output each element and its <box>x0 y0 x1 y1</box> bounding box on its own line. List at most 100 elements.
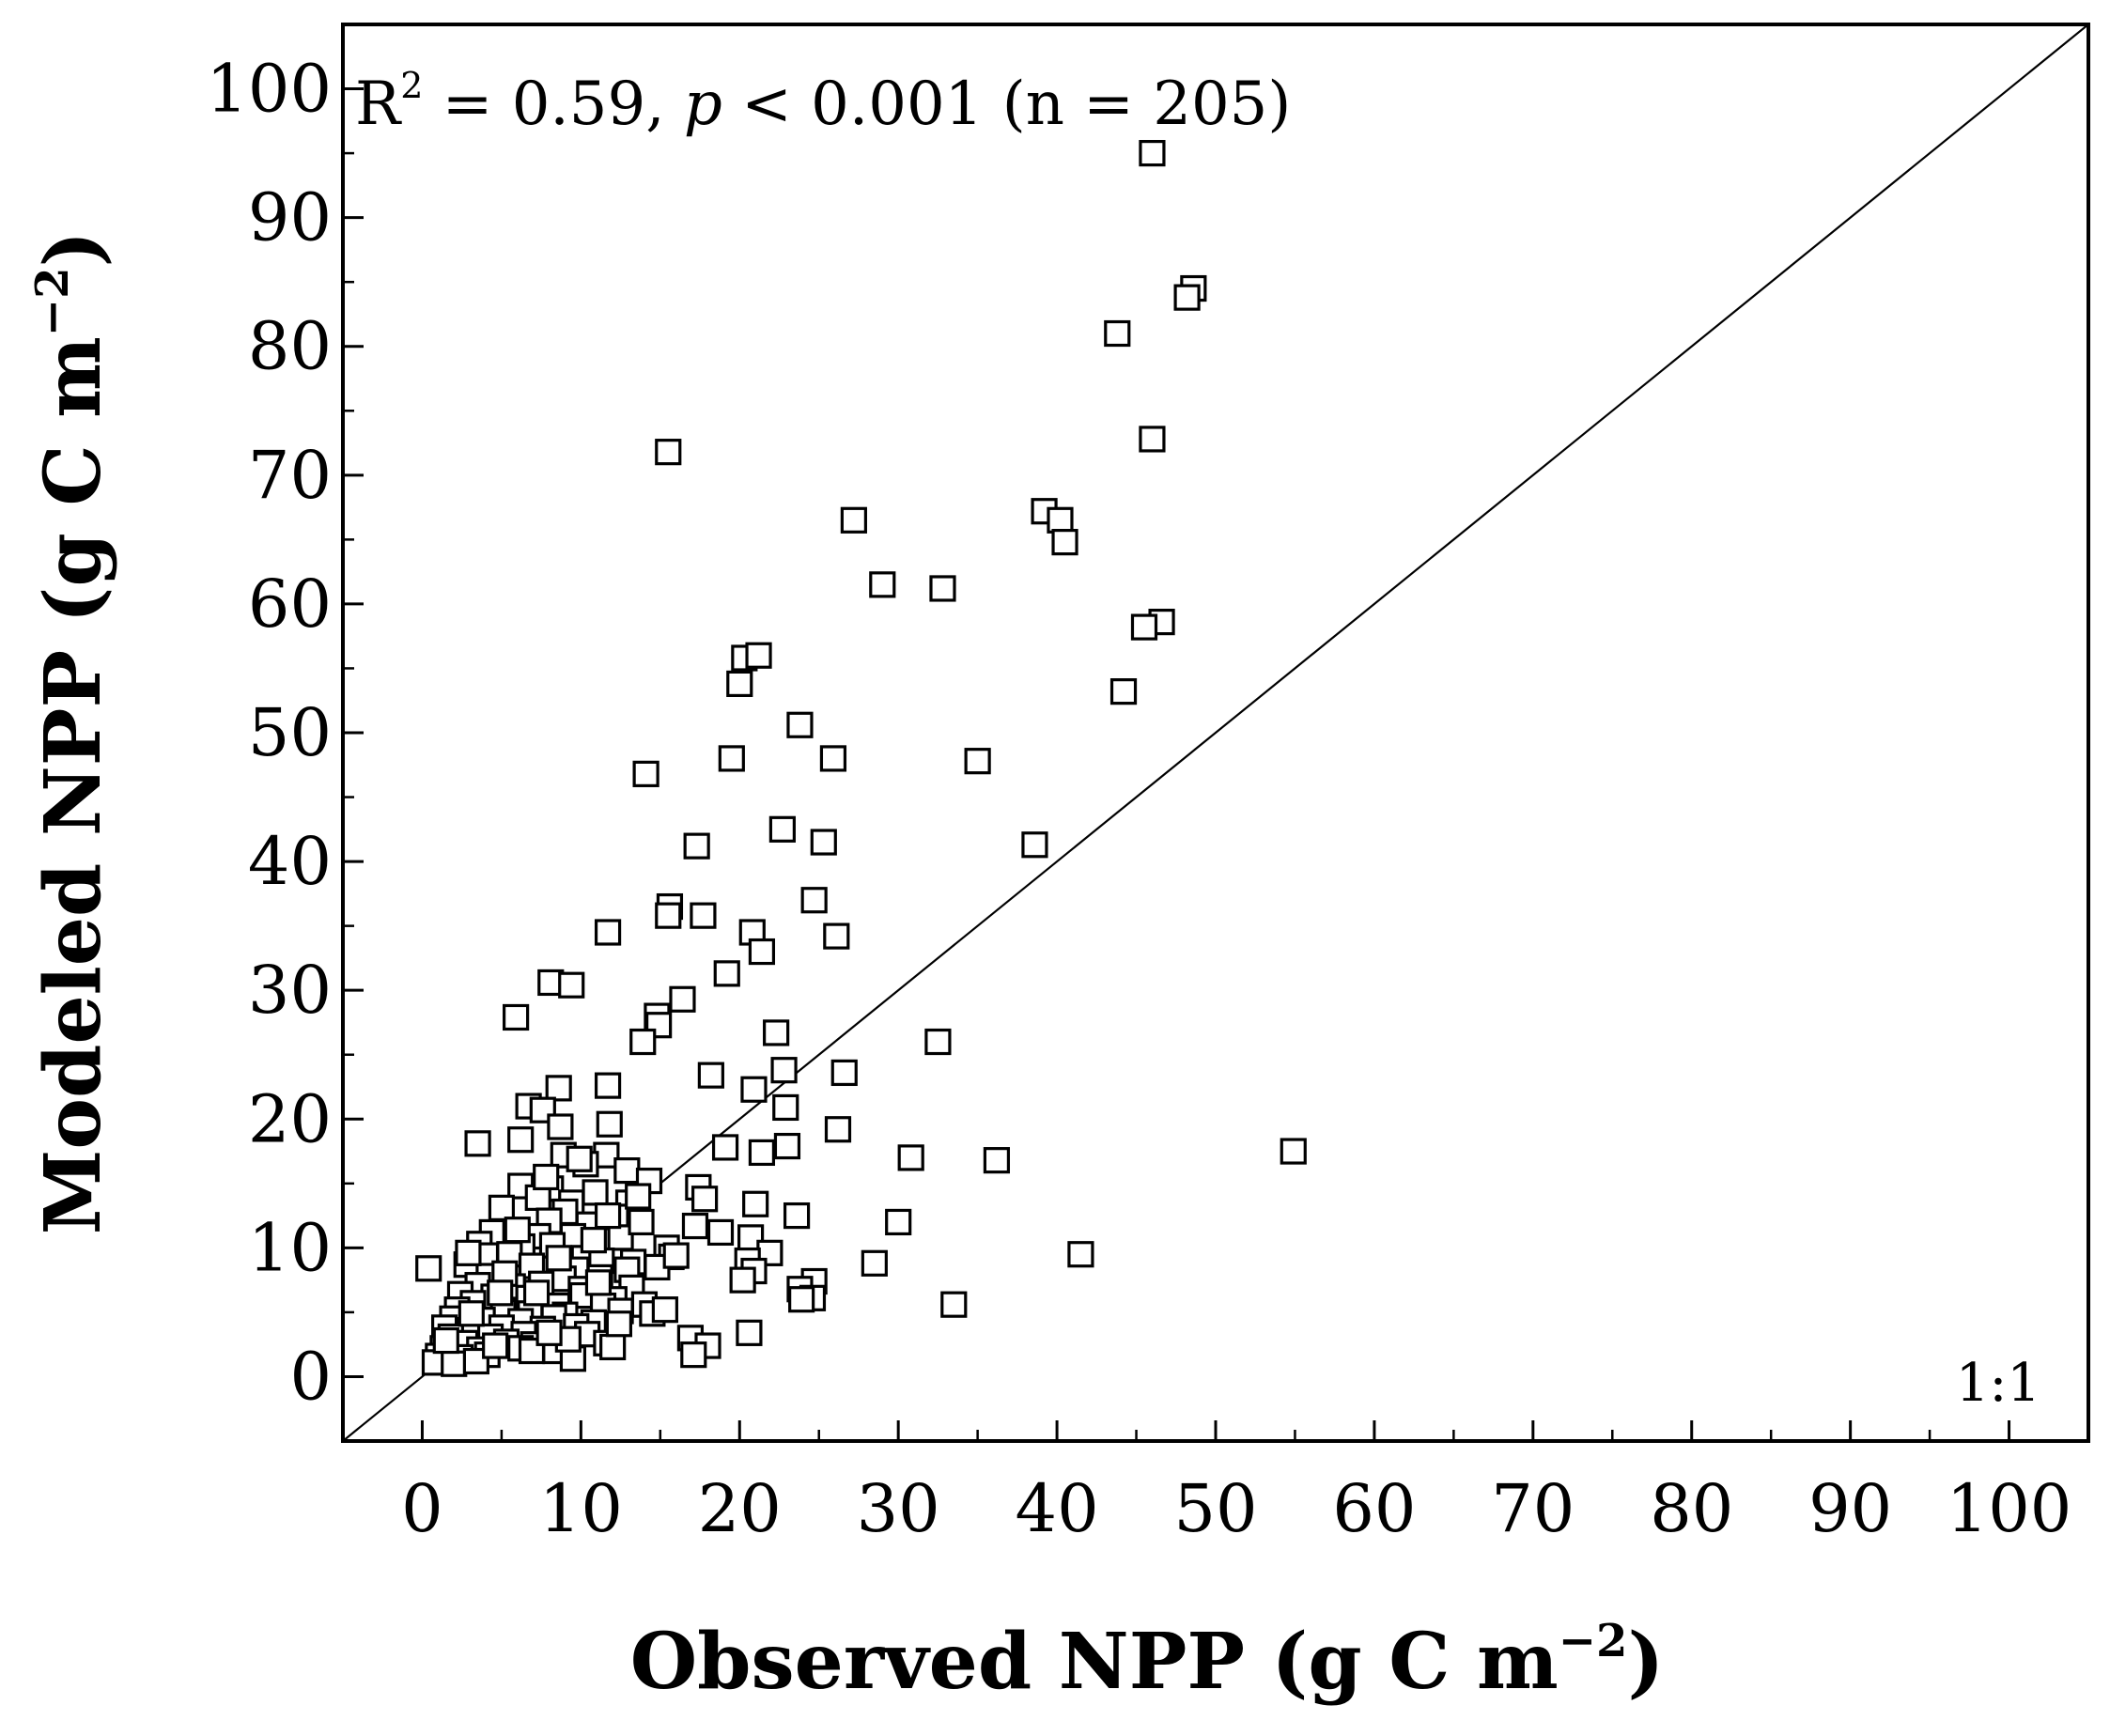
data-point <box>655 439 682 466</box>
data-point <box>748 938 776 966</box>
data-point <box>924 1028 952 1056</box>
y-axis-ticks <box>343 87 364 1378</box>
data-points <box>415 139 1307 1377</box>
y-tick-label: 100 <box>206 51 332 128</box>
data-point <box>458 1300 485 1327</box>
data-point <box>432 1326 459 1355</box>
data-point <box>566 1145 593 1172</box>
data-point <box>625 1183 652 1210</box>
data-point <box>507 1126 535 1154</box>
y-axis-tick-labels: 0 10 20 30 40 50 60 70 80 90 100 <box>206 51 332 1416</box>
data-point <box>1139 139 1166 167</box>
data-point <box>669 985 696 1013</box>
data-point <box>691 1186 719 1213</box>
ratio-label: 1:1 <box>1956 1353 2040 1414</box>
data-point <box>736 1319 763 1346</box>
data-point <box>651 1296 678 1324</box>
data-point <box>582 1179 609 1206</box>
x-axis-title-text: Observed NPP (g C m <box>630 1617 1559 1707</box>
data-point <box>1021 831 1048 859</box>
r-value: = 0.59, <box>423 70 684 139</box>
y-tick-label: 20 <box>248 1080 332 1157</box>
y-tick-label: 50 <box>248 694 332 771</box>
data-point <box>823 922 850 950</box>
data-point <box>772 1093 799 1122</box>
data-point <box>869 571 896 598</box>
data-point <box>613 1157 641 1185</box>
r-exponent: 2 <box>400 65 423 106</box>
x-tick-label: 10 <box>539 1470 623 1547</box>
data-point <box>810 829 837 856</box>
data-point <box>742 1190 769 1217</box>
data-point <box>482 1332 509 1359</box>
data-point <box>1067 1241 1094 1268</box>
data-point <box>632 760 659 787</box>
data-point <box>929 575 956 602</box>
data-point <box>547 1113 574 1140</box>
data-point <box>711 1134 739 1161</box>
stats-annotation: R2 = 0.59, p < 0.001 (n = 205) <box>355 65 1291 139</box>
x-tick-label: 60 <box>1332 1470 1416 1547</box>
data-point <box>748 1139 776 1167</box>
x-axis-tick-labels: 0 10 20 30 40 50 60 70 80 90 100 <box>401 1470 2071 1547</box>
data-point <box>729 1266 756 1294</box>
data-point <box>983 1147 1011 1174</box>
x-tick-label: 90 <box>1808 1470 1892 1547</box>
y-axis-title: Modeled NPP (g C m−2) <box>26 231 118 1235</box>
y-tick-label: 10 <box>248 1209 332 1286</box>
data-point <box>662 1242 690 1269</box>
data-point <box>788 1286 815 1313</box>
data-point <box>605 1310 633 1338</box>
x-tick-label: 50 <box>1173 1470 1257 1547</box>
x-tick-label: 0 <box>401 1470 443 1547</box>
data-point <box>706 1218 735 1247</box>
data-point <box>628 1208 655 1236</box>
data-point <box>681 1212 709 1240</box>
y-axis-title-text: Modeled NPP (g C m <box>28 336 118 1234</box>
data-point <box>629 1028 657 1056</box>
data-point <box>800 887 828 914</box>
data-point <box>1173 284 1201 311</box>
y-tick-label: 70 <box>248 437 332 514</box>
data-point <box>545 1245 572 1272</box>
data-point <box>940 1291 968 1318</box>
data-point <box>594 919 622 946</box>
data-point <box>690 902 717 929</box>
x-tick-label: 30 <box>857 1470 940 1547</box>
r-label: R <box>355 70 402 139</box>
data-point <box>580 1227 607 1254</box>
data-point <box>533 1163 560 1191</box>
data-point <box>830 1059 858 1087</box>
data-point <box>488 1194 516 1221</box>
data-point <box>786 711 814 738</box>
y-tick-label: 90 <box>248 179 332 256</box>
x-tick-label: 40 <box>1016 1470 1099 1547</box>
data-point <box>783 1201 811 1230</box>
data-point <box>718 745 745 772</box>
data-point <box>1139 426 1166 453</box>
data-point <box>1047 506 1074 534</box>
data-point <box>1104 319 1131 348</box>
data-point <box>745 642 772 669</box>
x-tick-label: 100 <box>1947 1470 2072 1547</box>
data-point <box>824 1116 852 1143</box>
y-axis-title-exponent: −2 <box>26 267 79 336</box>
data-point <box>455 1239 482 1266</box>
data-point <box>861 1249 888 1277</box>
data-point <box>415 1255 442 1282</box>
data-point <box>726 670 753 698</box>
data-point <box>964 748 991 775</box>
data-point <box>1130 613 1158 641</box>
data-point <box>819 745 847 772</box>
data-point <box>655 902 682 929</box>
x-tick-label: 80 <box>1650 1470 1733 1547</box>
data-point <box>596 1110 623 1138</box>
data-point <box>535 1319 563 1346</box>
data-point <box>697 1062 724 1089</box>
data-point <box>594 1201 622 1230</box>
data-point <box>504 1217 531 1244</box>
data-point <box>558 971 585 999</box>
x-axis-title-exponent: −2 <box>1559 1615 1628 1667</box>
data-point <box>713 960 740 987</box>
